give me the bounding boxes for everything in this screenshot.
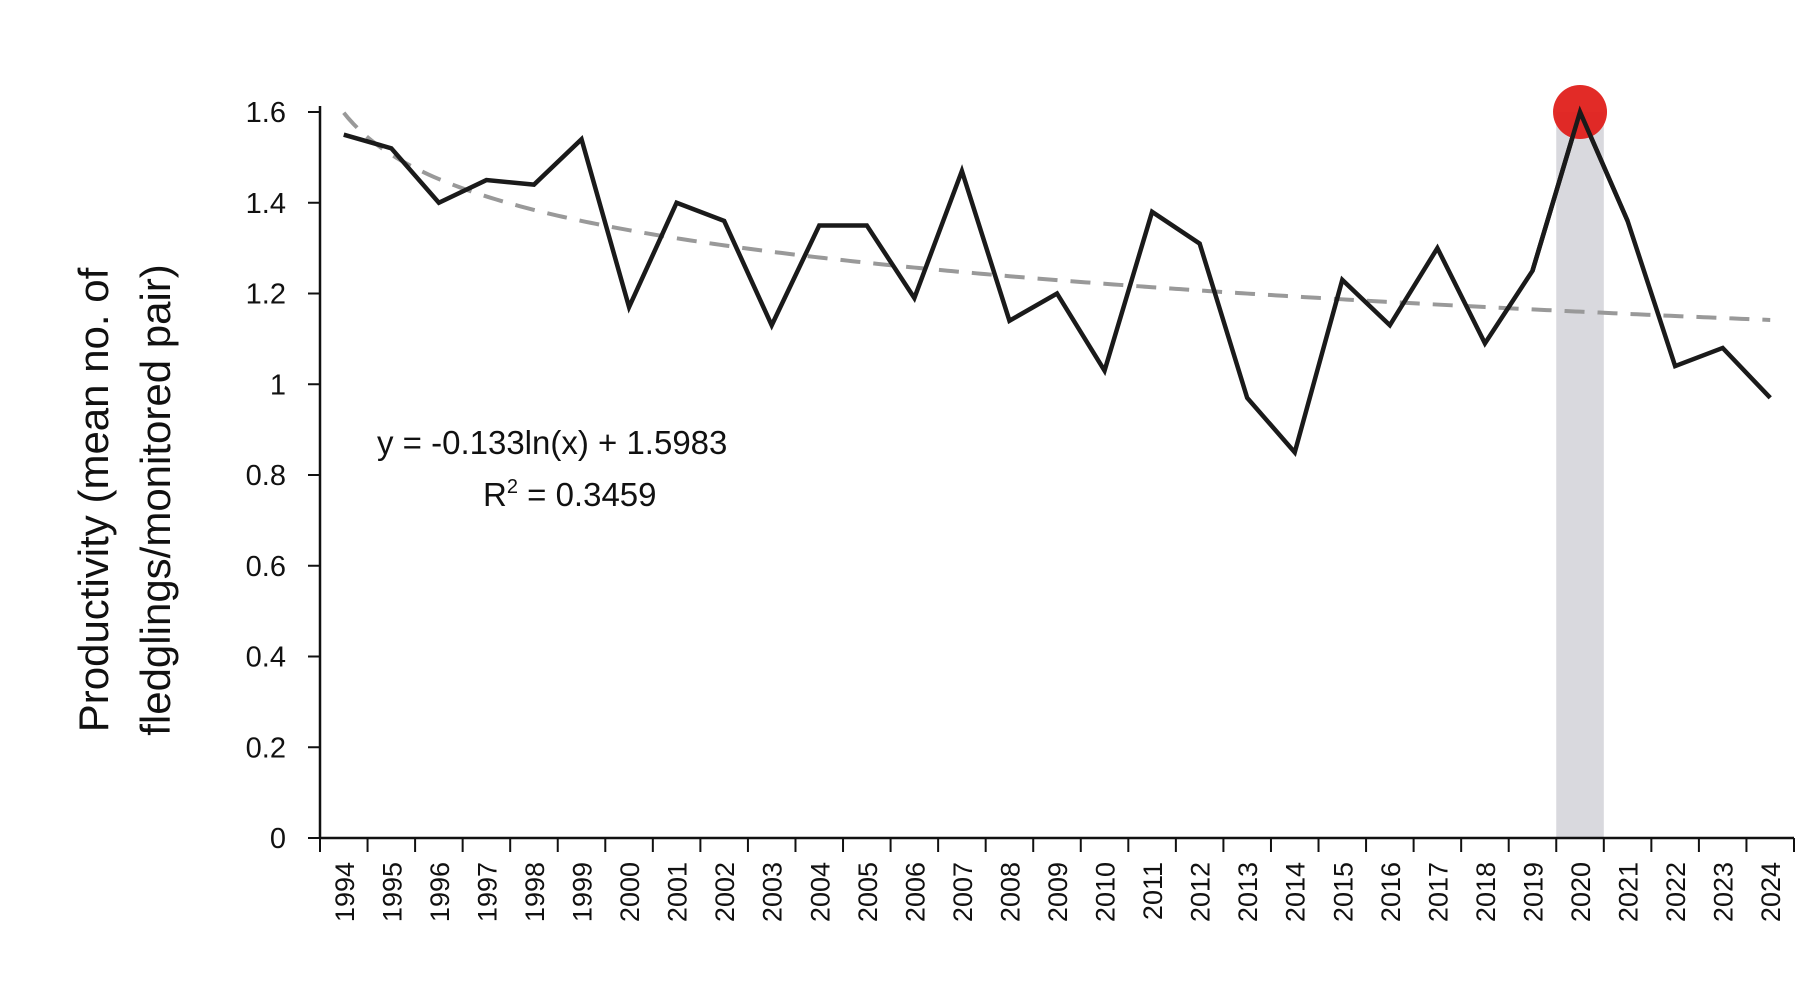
trendline-annotation: y = -0.133ln(x) + 1.5983 R2 = 0.3459	[377, 424, 727, 513]
y-tick-label: 0.6	[246, 551, 286, 583]
x-tick-label: 2019	[1518, 862, 1548, 922]
axes	[318, 106, 1794, 840]
trendline-equation: y = -0.133ln(x) + 1.5983	[377, 424, 727, 461]
x-tick-label: 2013	[1233, 862, 1263, 922]
x-tick-label: 2009	[1043, 862, 1073, 922]
x-tick-label: 2024	[1756, 862, 1786, 922]
y-tick-label: 1.2	[246, 279, 286, 311]
r-squared-value: = 0.3459	[518, 476, 657, 513]
highlight-peak-overlay	[1530, 105, 1630, 272]
x-tick-label: 1997	[472, 862, 502, 922]
x-tick-label: 1998	[520, 862, 550, 922]
x-tick-label: 1999	[568, 862, 598, 922]
x-tick-label: 2018	[1471, 862, 1501, 922]
y-tick-label: 1.6	[246, 97, 286, 129]
y-tick-label: 1.4	[246, 188, 286, 220]
y-tick-label: 0.4	[246, 642, 286, 674]
y-axis-title-line-2: fledglings/monitored pair)	[132, 264, 179, 736]
x-tick-label: 2006	[900, 862, 930, 922]
x-tick-label: 2015	[1328, 862, 1358, 922]
x-tick-label: 2001	[663, 862, 693, 922]
highlight-marker-layer	[1530, 85, 1630, 272]
y-tick-label: 0.2	[246, 732, 286, 764]
trendline-layer	[342, 111, 1771, 323]
x-tick-label: 1994	[330, 862, 360, 922]
x-tick-label: 2010	[1091, 862, 1121, 922]
x-tick-label: 2021	[1614, 862, 1644, 922]
x-tick-label: 1995	[377, 862, 407, 922]
x-tick-label: 2023	[1709, 862, 1739, 922]
trendline	[342, 111, 1771, 323]
x-tick-label: 2017	[1423, 862, 1453, 922]
x-tick-label: 2022	[1661, 862, 1691, 922]
x-tick-label: 2002	[710, 862, 740, 922]
highlight-band-layer	[1556, 112, 1604, 838]
x-tick-label: 2020	[1566, 862, 1596, 922]
y-tick-label: 1	[270, 369, 286, 401]
x-tick-label: 2003	[758, 862, 788, 922]
trendline-r-squared: R2 = 0.3459	[483, 476, 657, 513]
x-tick-label: 2008	[995, 862, 1025, 922]
y-axis-title: Productivity (mean no. of fledglings/mon…	[70, 264, 179, 736]
x-tick-label: 2000	[615, 862, 645, 922]
y-tick-label: 0.8	[246, 460, 286, 492]
x-tick-label: 1996	[425, 862, 455, 922]
x-tick-label: 2012	[1186, 862, 1216, 922]
y-ticks: 0 0.2 0.4 0.6 0.8 1 1.2 1.4 1.6	[246, 97, 320, 855]
x-tick-label: 2016	[1376, 862, 1406, 922]
x-tick-label: 2014	[1281, 862, 1311, 922]
x-tick-label: 2005	[853, 862, 883, 922]
x-ticks: 1994 1995 1996 1997 1998 1999 2000 2001 2002 2003…	[319, 838, 1795, 922]
x-tick-label: 2007	[948, 862, 978, 922]
x-tick-label: 2011	[1138, 862, 1168, 920]
y-axis-title-line-1: Productivity (mean no. of	[70, 267, 117, 732]
r-squared-superscript: 2	[507, 476, 518, 498]
x-tick-label: 2004	[805, 862, 835, 922]
r-squared-symbol: R	[483, 476, 507, 513]
highlight-band	[1556, 112, 1604, 838]
y-tick-label: 0	[270, 823, 286, 855]
